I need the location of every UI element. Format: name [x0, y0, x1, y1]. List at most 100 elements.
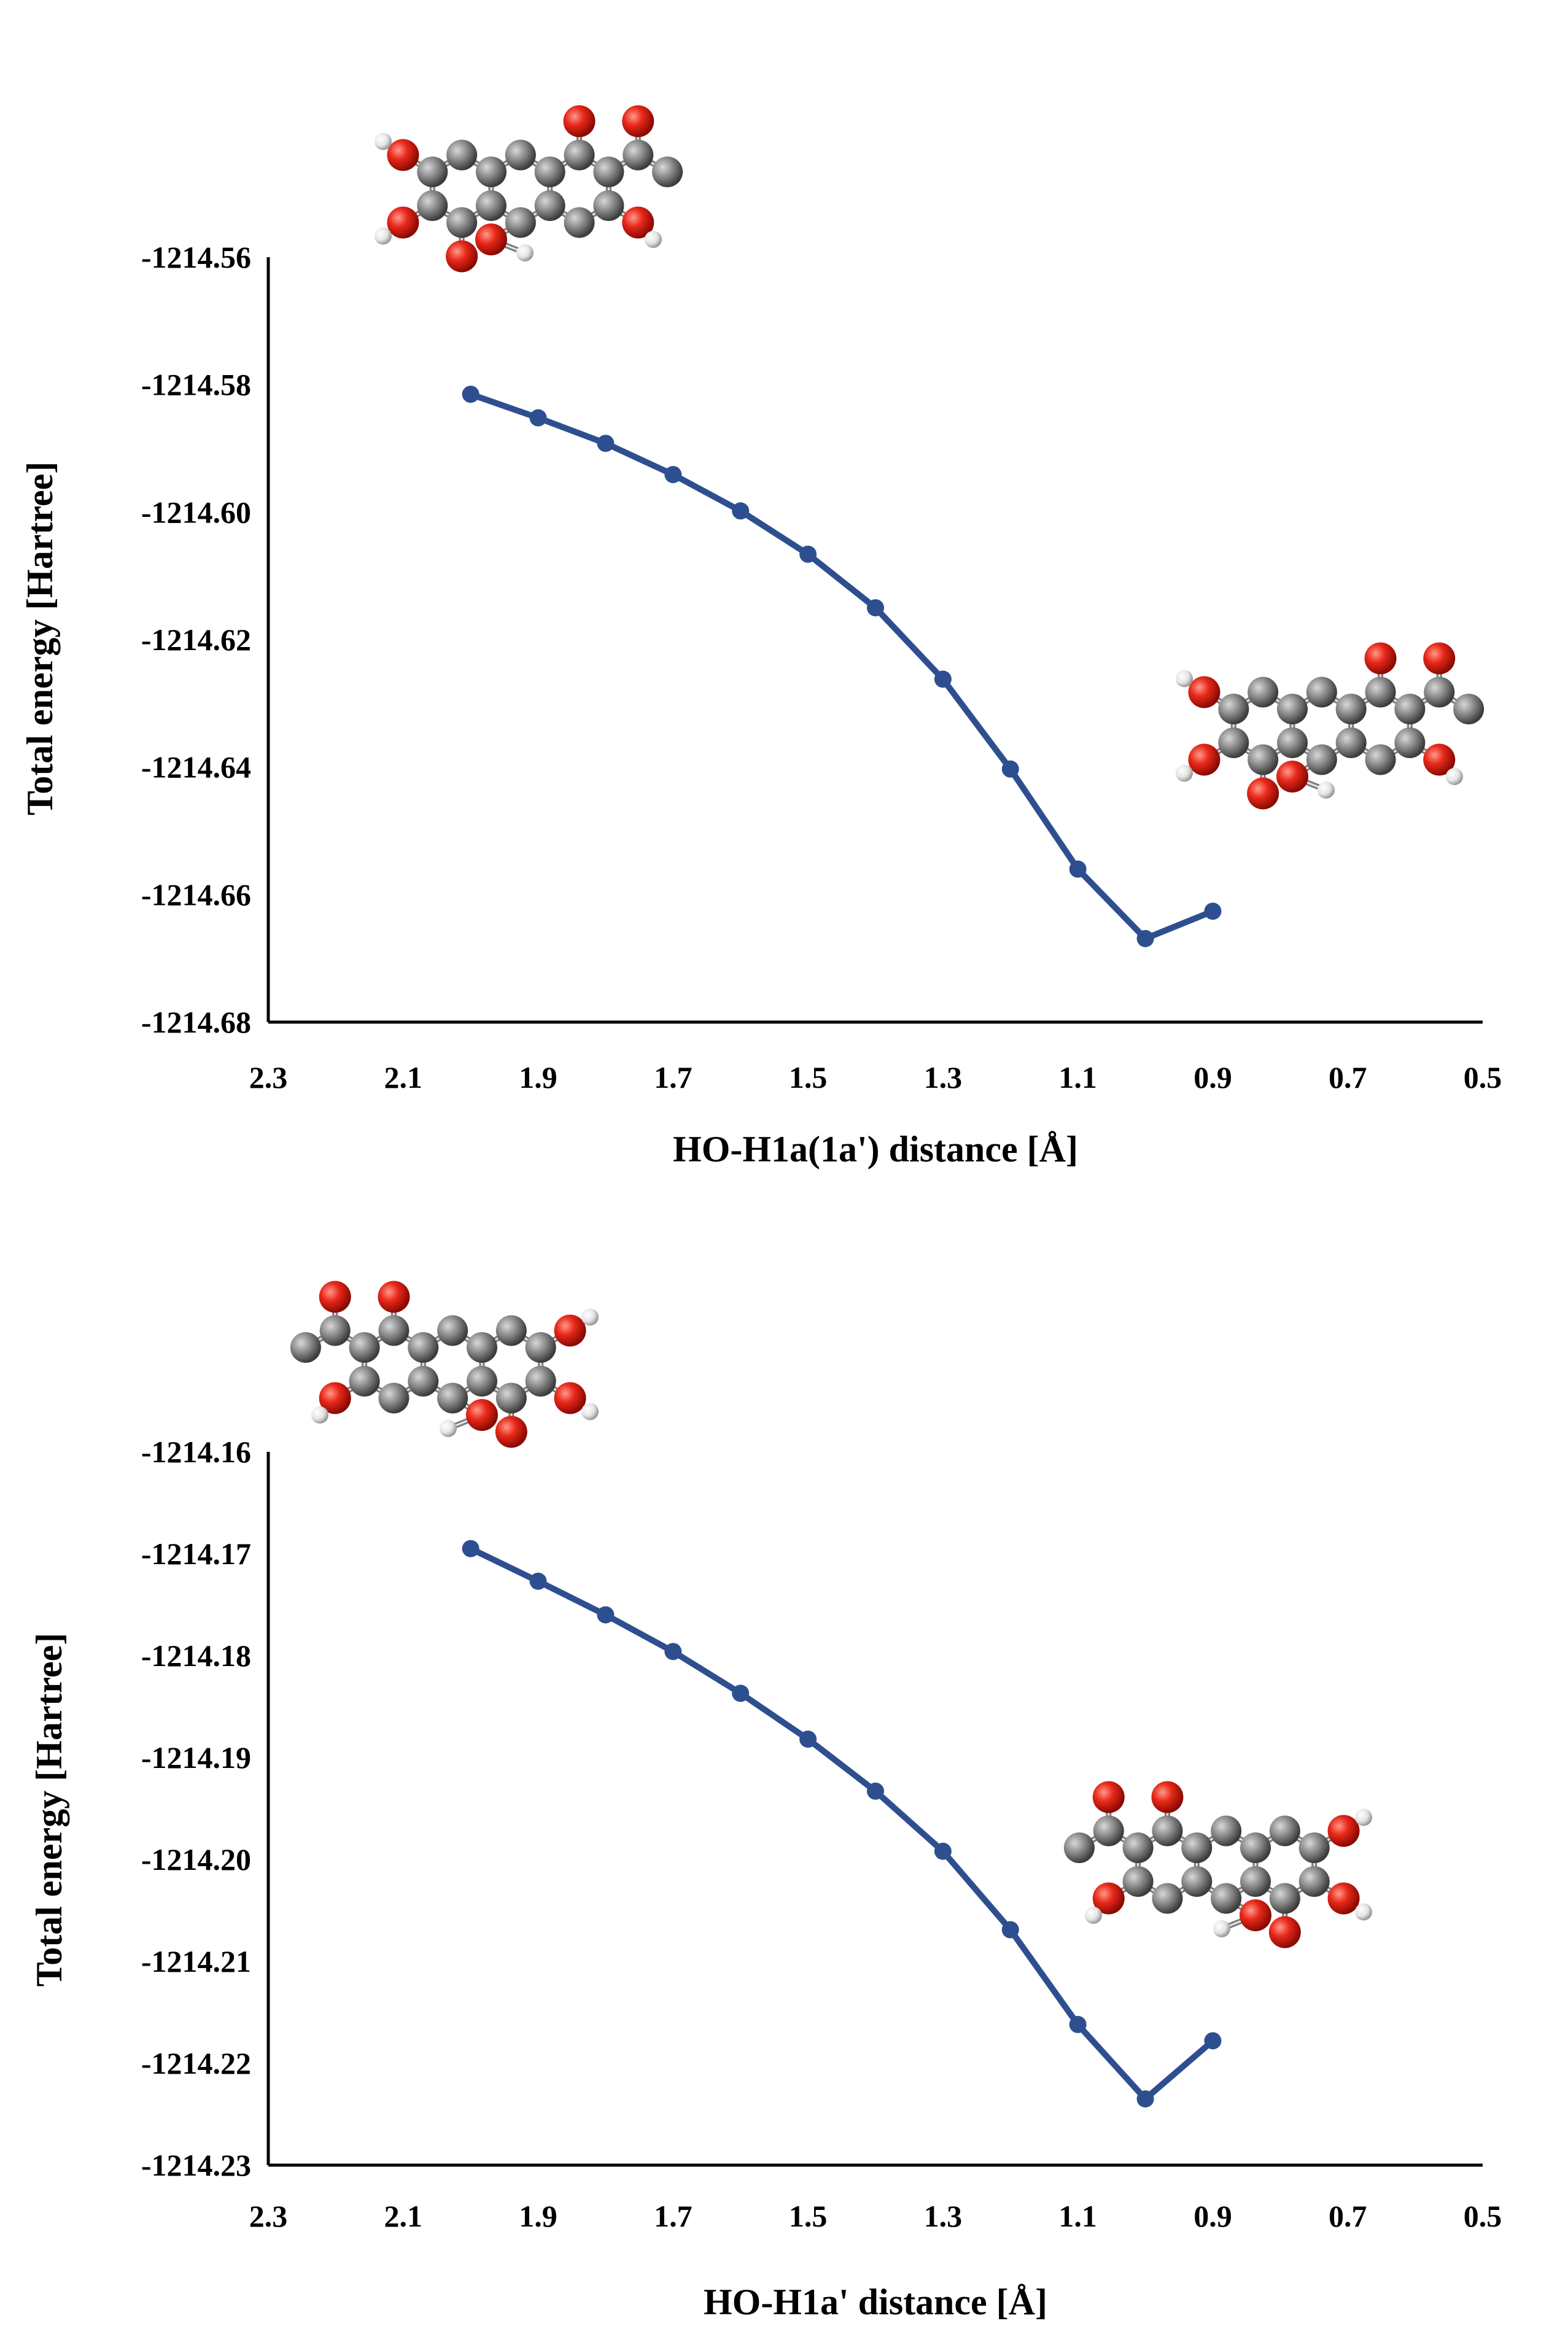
carbon-atom: [1277, 694, 1308, 724]
data-point: [934, 670, 952, 688]
x-tick-label: 0.7: [1329, 2199, 1367, 2233]
carbon-atom: [417, 157, 448, 187]
carbon-atom: [534, 190, 565, 221]
carbon-atom: [290, 1332, 321, 1363]
carbon-atom: [349, 1332, 380, 1363]
chart-top: -1214.56 -1214.58 -1214.60 -1214.62 -1214.64…: [20, 105, 1502, 1169]
oxygen-atom: [1364, 642, 1397, 675]
carbon-atom: [495, 1382, 527, 1414]
carbon-atom: [1335, 727, 1367, 758]
carbon-atom: [1211, 1883, 1242, 1914]
data-point: [462, 386, 479, 403]
carbon-atom: [1306, 676, 1337, 708]
carbon-atom: [319, 1315, 351, 1346]
carbon-atom: [467, 1332, 497, 1363]
oxygen-atom: [1092, 1781, 1125, 1813]
carbon-atom: [1335, 694, 1367, 724]
carbon-atom: [437, 1382, 468, 1414]
carbon-atom: [1240, 1866, 1271, 1897]
x-axis-title: HO-H1a(1a') distance [Å]: [673, 1129, 1078, 1169]
data-point: [529, 409, 547, 427]
carbon-atom: [1122, 1832, 1154, 1863]
oxygen-atom: [1423, 743, 1456, 776]
data-point: [597, 435, 615, 452]
carbon-atom: [593, 157, 624, 187]
data-point: [462, 1540, 479, 1557]
carbon-atom: [1218, 694, 1249, 724]
carbon-atom: [1269, 1883, 1300, 1914]
carbon-atom: [446, 207, 478, 238]
hydrogen-atom: [1318, 781, 1335, 799]
carbon-atom: [534, 157, 565, 187]
data-point: [1001, 760, 1019, 778]
x-tick-label: 1.7: [654, 2199, 693, 2233]
carbon-atom: [505, 139, 536, 171]
x-tick-label: 1.1: [1058, 1060, 1097, 1095]
data-point: [1204, 902, 1222, 920]
y-tick-label: -1214.62: [141, 622, 251, 657]
carbon-atom: [1298, 1832, 1330, 1863]
carbon-atom: [476, 157, 506, 187]
carbon-atom: [1248, 744, 1279, 775]
y-tick-label: -1214.60: [141, 495, 251, 529]
series-line: [467, 391, 1216, 942]
carbon-atom: [408, 1366, 439, 1397]
oxygen-atom: [319, 1281, 351, 1313]
carbon-atom: [417, 190, 448, 221]
y-tick-label: -1214.58: [141, 368, 251, 402]
carbon-atom: [623, 139, 654, 171]
carbon-atom: [1181, 1866, 1213, 1897]
data-point: [934, 1842, 952, 1860]
carbon-atom: [1093, 1815, 1124, 1847]
oxygen-atom: [554, 1382, 586, 1414]
carbon-atom: [408, 1332, 439, 1363]
y-tick-label: -1214.64: [141, 750, 251, 785]
hydrogen-atom: [1213, 1920, 1230, 1937]
oxygen-atom: [554, 1314, 586, 1347]
x-tick-label: 1.3: [924, 1060, 963, 1095]
hydrogen-atom: [1355, 1808, 1372, 1826]
x-tick-label: 1.5: [789, 2199, 828, 2233]
carbon-atom: [1152, 1815, 1183, 1847]
data-point: [732, 502, 750, 520]
carbon-atom: [437, 1315, 468, 1346]
data-point: [597, 1606, 615, 1624]
data-point: [1069, 860, 1087, 878]
data-point: [1069, 2015, 1087, 2033]
oxygen-atom: [1327, 1882, 1360, 1915]
carbon-atom: [1277, 727, 1308, 758]
x-tick-label: 1.9: [519, 1060, 557, 1095]
data-point: [1001, 1921, 1019, 1939]
chart-bottom: -1214.16 -1214.17 -1214.18 -1214.19 -1214.20…: [29, 1281, 1502, 2322]
carbon-atom: [525, 1366, 556, 1397]
carbon-atom: [378, 1382, 409, 1414]
hydrogen-atom: [1176, 670, 1193, 688]
x-tick-label: 2.3: [249, 2199, 288, 2233]
x-tick-label: 1.7: [654, 1060, 693, 1095]
reactant-molecule: [375, 105, 683, 273]
oxygen-atom: [466, 1399, 498, 1431]
hydrogen-atom: [1085, 1907, 1102, 1924]
hydrogen-atom: [1355, 1903, 1372, 1921]
carbon-atom: [349, 1366, 380, 1397]
carbon-atom: [1453, 694, 1485, 724]
y-tick-label: -1214.18: [141, 1638, 251, 1673]
oxygen-atom: [1240, 1899, 1271, 1931]
series-line: [467, 1545, 1216, 2103]
data-point: [1204, 2032, 1222, 2050]
x-tick-label: 0.5: [1464, 1060, 1502, 1095]
y-tick-label: -1214.21: [141, 1944, 251, 1979]
carbon-atom: [1240, 1832, 1271, 1863]
hydrogen-atom: [375, 227, 392, 245]
x-tick-label: 2.1: [384, 1060, 423, 1095]
data-point: [664, 1643, 682, 1661]
carbon-atom: [1211, 1815, 1242, 1847]
y-axis-title: Total energy [Hartree]: [29, 1633, 69, 1986]
hydrogen-atom: [311, 1406, 328, 1424]
hydrogen-atom: [1446, 768, 1463, 785]
x-tick-label: 0.7: [1329, 1060, 1367, 1095]
reactant-molecule: [290, 1281, 599, 1448]
oxygen-atom: [1423, 642, 1456, 675]
x-tick-label: 0.9: [1193, 1060, 1232, 1095]
